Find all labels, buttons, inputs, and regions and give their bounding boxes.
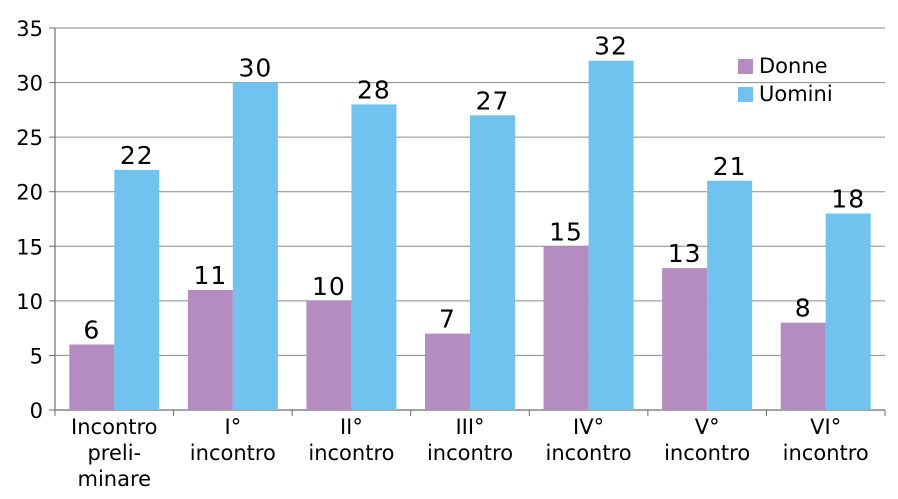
bar-uomini-3: [470, 115, 515, 411]
data-label-donne-5: 13: [668, 239, 702, 268]
x-tick-label-4: IV° incontro: [546, 415, 632, 465]
data-label-uomini-5: 21: [713, 152, 747, 181]
y-tick-label: 20: [16, 181, 43, 205]
x-tick-label-6: VI° incontro: [783, 415, 869, 465]
data-label-donne-2: 10: [312, 272, 346, 301]
data-label-uomini-4: 32: [594, 32, 628, 61]
legend-swatch-donne: [738, 58, 753, 74]
data-label-uomini-0: 22: [120, 141, 154, 170]
y-tick-label: 30: [16, 72, 43, 96]
data-label-donne-6: 8: [795, 294, 812, 323]
y-tick-label: 35: [16, 17, 43, 41]
y-tick-label: 10: [16, 290, 43, 314]
bar-donne-0: [69, 344, 115, 410]
legend-label-uomini: Uomini: [759, 82, 833, 106]
legend-swatch-uomini: [738, 86, 753, 102]
y-tick-label: 0: [30, 399, 43, 423]
x-tick-label-5: V° incontro: [664, 415, 750, 465]
y-tick-label: 25: [16, 126, 43, 150]
y-tick-label: 15: [16, 235, 43, 259]
bar-uomini-5: [707, 180, 753, 410]
bar-uomini-6: [825, 213, 871, 410]
data-label-donne-0: 6: [83, 316, 100, 345]
legend-label-donne: Donne: [759, 54, 828, 78]
y-tick-label: 5: [30, 344, 43, 368]
bars: [69, 60, 871, 411]
data-label-donne-4: 15: [549, 217, 583, 246]
x-tick-labels: Incontro preli-minare I° incontro II° incontr…: [71, 415, 869, 491]
data-label-uomini-1: 30: [238, 54, 272, 83]
legend-item-donne: Donne: [738, 52, 833, 80]
bar-donne-6: [780, 322, 826, 410]
data-label-donne-1: 11: [193, 261, 227, 290]
bar-donne-1: [187, 289, 233, 410]
data-label-uomini-3: 27: [476, 86, 510, 115]
data-label-uomini-2: 28: [357, 75, 391, 104]
bar-donne-4: [543, 246, 589, 410]
data-labels: 6 11 10 7 15 13 8 22 30 28 27 32 21 18: [83, 32, 865, 345]
legend-item-uomini: Uomini: [738, 80, 833, 108]
bar-uomini-2: [351, 104, 397, 411]
bar-donne-3: [425, 333, 470, 410]
x-tick-label-0: Incontro preli-minare: [71, 415, 157, 491]
bar-donne-2: [306, 300, 352, 410]
bar-uomini-4: [588, 60, 634, 410]
x-tick-label-2: II° incontro: [308, 415, 394, 465]
x-tick-label-3: III° incontro: [427, 415, 513, 465]
bar-uomini-0: [114, 169, 160, 410]
bar-uomini-1: [232, 82, 278, 411]
legend: Donne Uomini: [738, 52, 833, 108]
data-label-uomini-6: 18: [831, 185, 865, 214]
data-label-donne-3: 7: [439, 305, 456, 334]
x-tick-label-1: I° incontro: [190, 415, 276, 465]
bar-donne-5: [662, 268, 708, 410]
y-tick-labels: 0 5 10 15 20 25 30 35: [16, 17, 43, 423]
